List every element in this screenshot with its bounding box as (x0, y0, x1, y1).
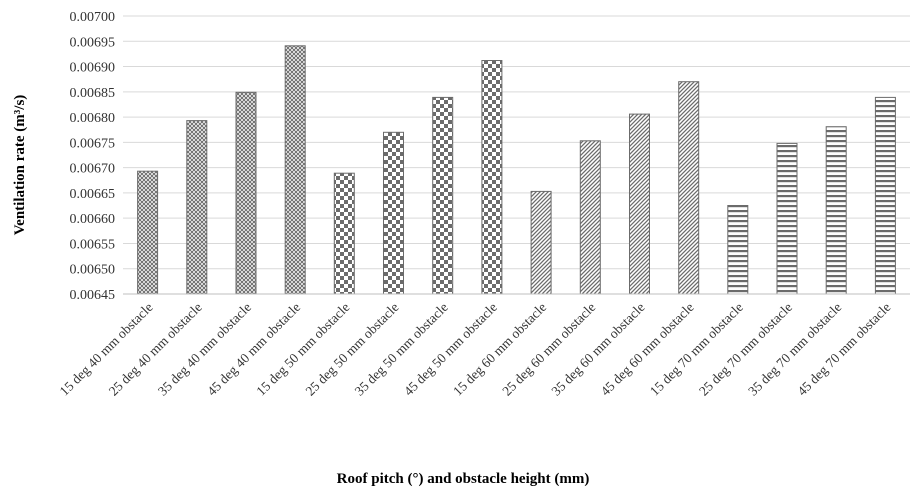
x-tick-label: 35 deg 60 mm obstacle (548, 300, 647, 399)
y-axis-ticks: 0.00645 0.00650 0.00655 0.00660 0.00665 0.006… (70, 10, 116, 303)
y-tick-label: 0.00670 (70, 162, 116, 177)
bar-6 (383, 131, 404, 295)
x-tick-label: 35 deg 70 mm obstacle (745, 300, 844, 399)
bar-1 (137, 170, 159, 295)
x-tick-label: 35 deg 40 mm obstacle (155, 300, 254, 399)
bar-5 (333, 172, 355, 295)
x-tick-label: 25 deg 50 mm obstacle (302, 300, 401, 399)
y-tick-label: 0.00660 (70, 212, 116, 227)
y-tick-label: 0.00675 (70, 136, 116, 151)
x-tick-label: 35 deg 50 mm obstacle (352, 300, 451, 399)
x-tick-label: 45 deg 70 mm obstacle (794, 300, 893, 399)
x-tick-label: 45 deg 40 mm obstacle (204, 300, 303, 399)
y-tick-label: 0.00645 (70, 288, 116, 303)
x-tick-label: 45 deg 60 mm obstacle (598, 300, 697, 399)
bars (137, 45, 896, 295)
bar-16 (874, 96, 896, 295)
bar-2 (186, 120, 208, 295)
y-tick-label: 0.00650 (70, 263, 116, 278)
bar-12 (678, 81, 700, 295)
y-tick-label: 0.00695 (70, 35, 116, 50)
bar-14 (776, 142, 798, 295)
y-tick-label: 0.00680 (70, 111, 116, 126)
y-tick-label: 0.00655 (70, 237, 116, 252)
y-tick-label: 0.00690 (70, 61, 116, 76)
x-tick-label: 15 deg 60 mm obstacle (450, 300, 549, 399)
bar-3 (235, 91, 257, 295)
bar-8 (481, 60, 503, 295)
x-tick-label: 25 deg 40 mm obstacle (106, 300, 205, 399)
y-tick-label: 0.00700 (70, 10, 116, 25)
y-axis-label: Ventilation rate (m³/s) (12, 95, 28, 236)
bar-4 (284, 45, 306, 295)
x-tick-label: 15 deg 40 mm obstacle (57, 300, 156, 399)
x-axis-label: Roof pitch (°) and obstacle height (mm) (337, 471, 590, 487)
bar-10 (579, 140, 601, 295)
y-tick-label: 0.00685 (70, 86, 116, 101)
bar-7 (432, 96, 454, 295)
x-tick-label: 15 deg 50 mm obstacle (253, 300, 352, 399)
bar-11 (629, 113, 650, 295)
x-tick-label: 15 deg 70 mm obstacle (647, 300, 746, 399)
bar-13 (727, 205, 749, 295)
y-tick-label: 0.00665 (70, 187, 116, 202)
bar-15 (825, 126, 847, 295)
x-tick-label: 25 deg 60 mm obstacle (499, 300, 598, 399)
x-tick-label: 25 deg 70 mm obstacle (696, 300, 795, 399)
x-tick-label: 45 deg 50 mm obstacle (401, 300, 500, 399)
bar-9 (530, 190, 552, 295)
